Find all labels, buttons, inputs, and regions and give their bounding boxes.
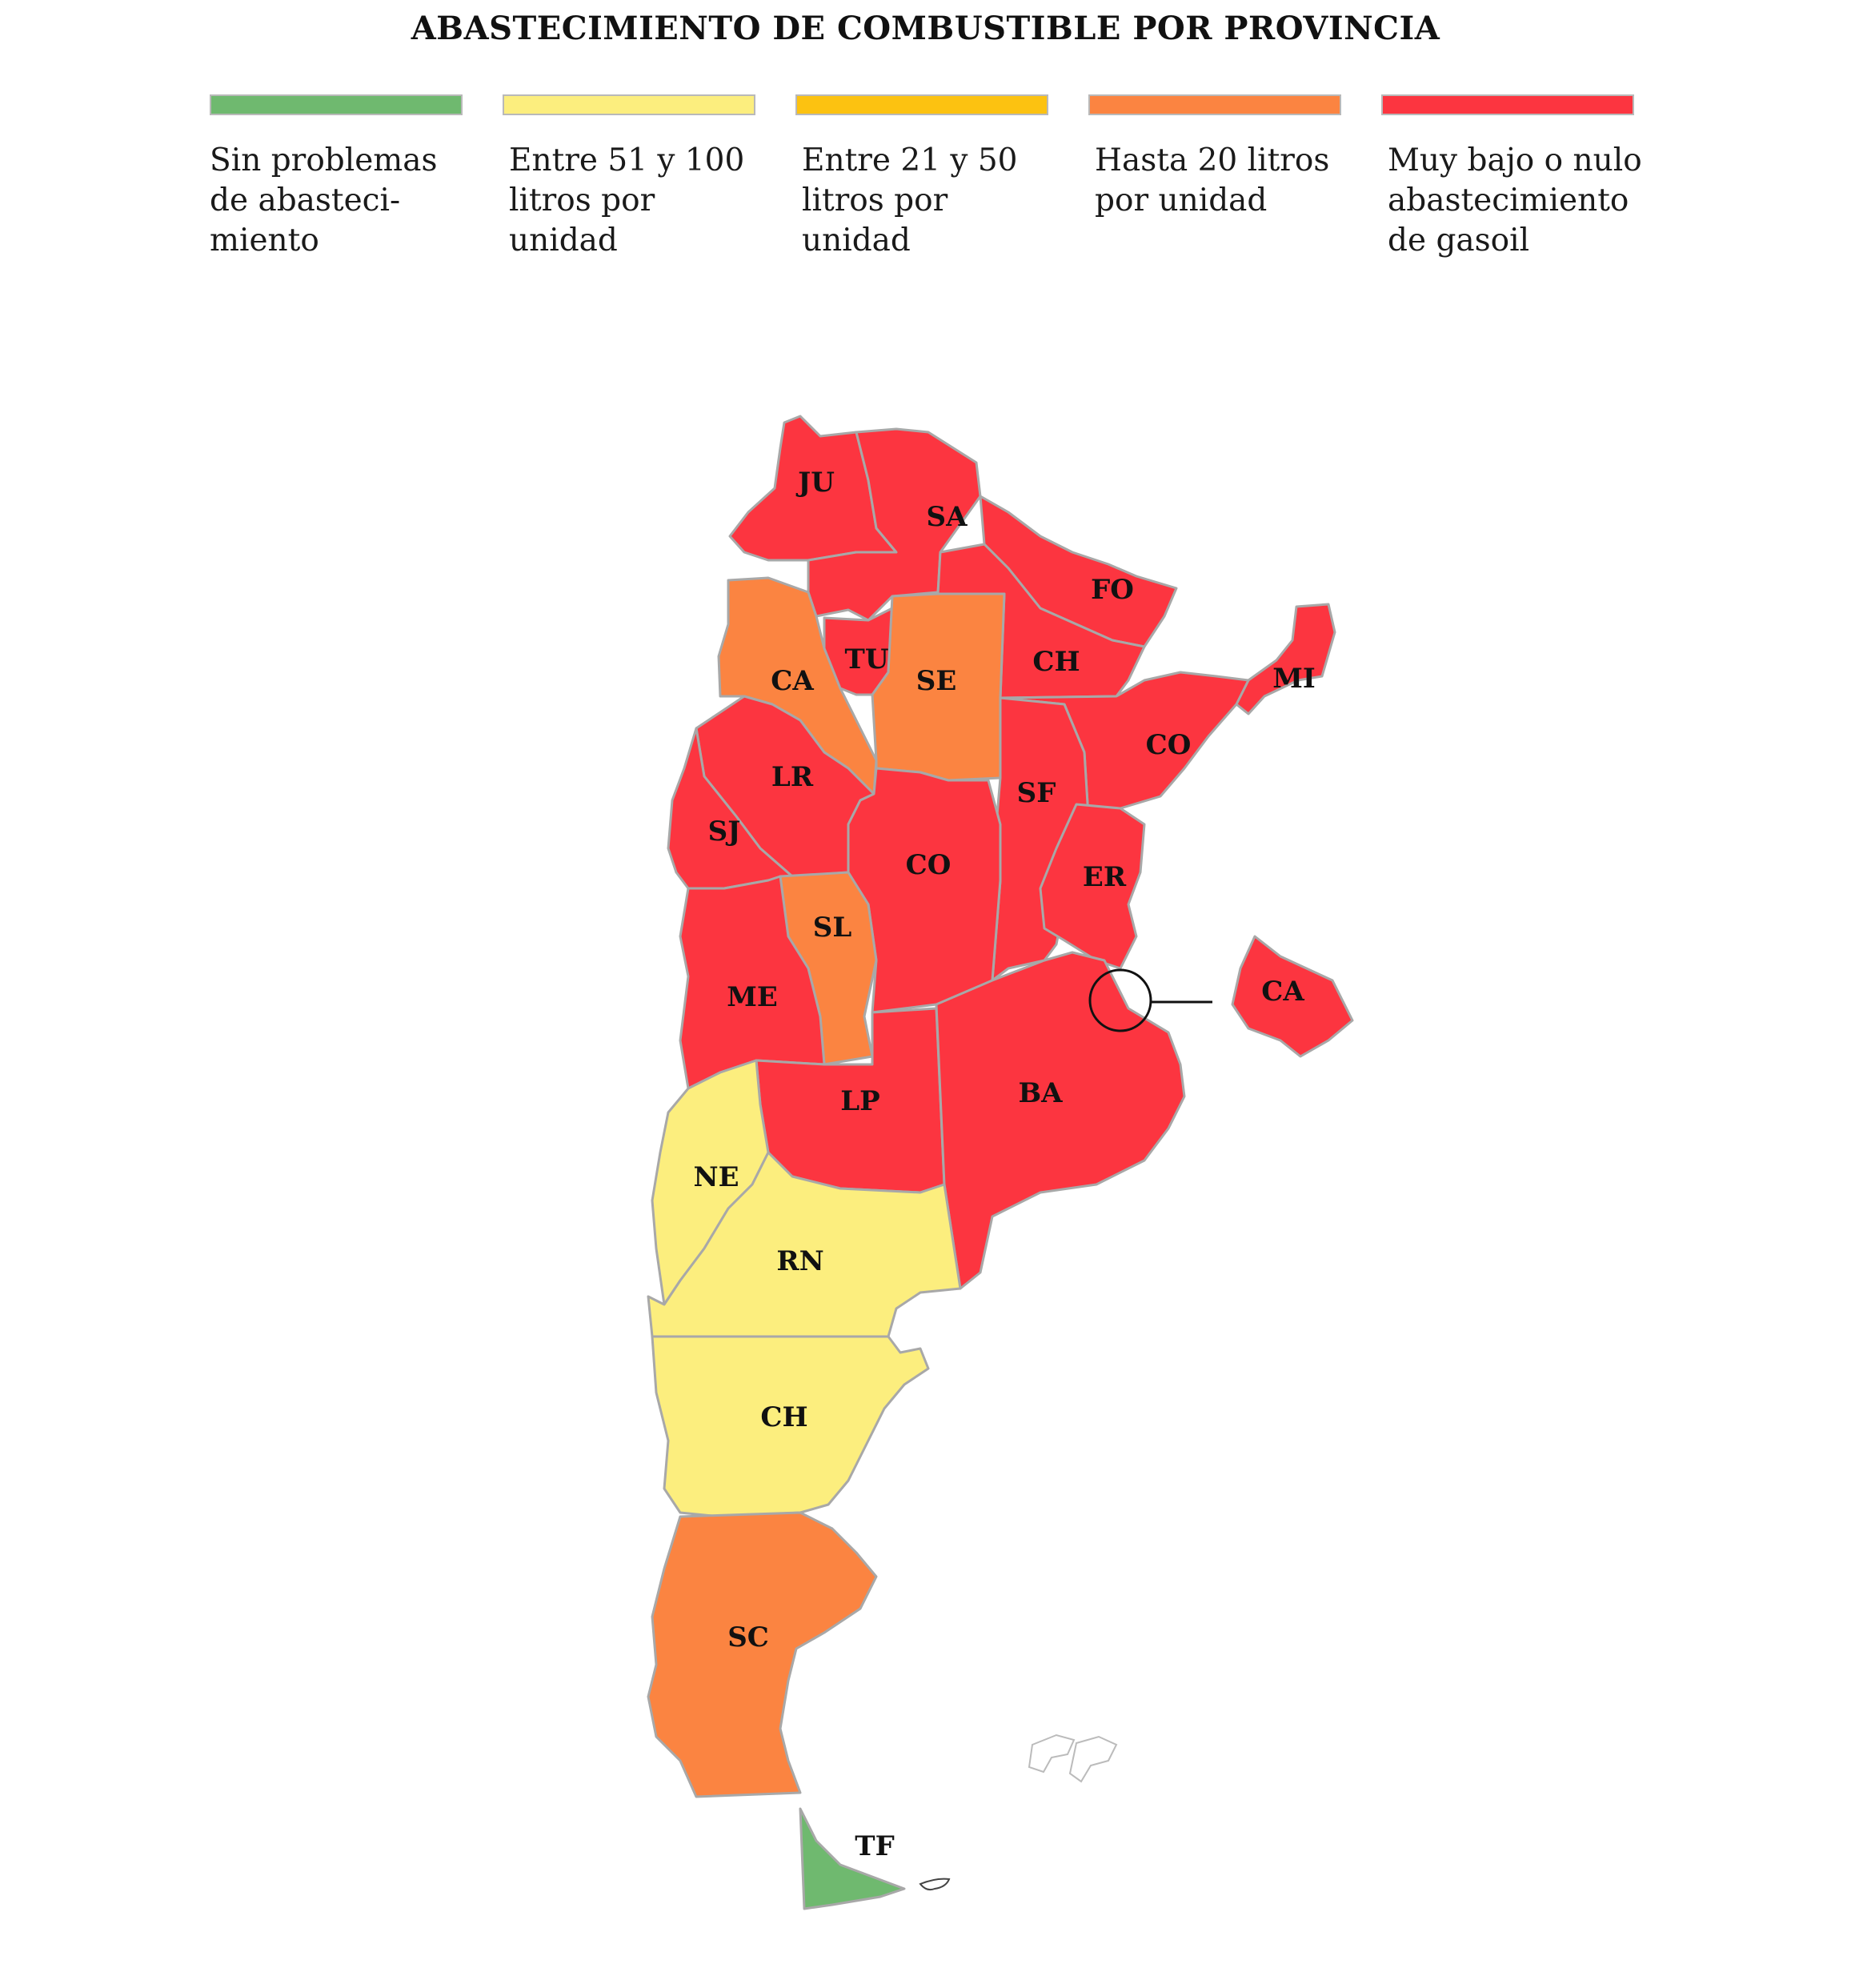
province-label: SE [916, 665, 956, 697]
province-label: ME [727, 981, 778, 1013]
province-label: ER [1083, 861, 1127, 893]
legend-label-line: Entre 51 y 100 [509, 142, 745, 178]
province-label: SF [1017, 777, 1056, 809]
province-label: SJ [708, 816, 741, 848]
province-label: SA [927, 501, 968, 533]
legend-label-line: litros por [802, 182, 948, 218]
province-label: BA [1018, 1077, 1063, 1109]
legend-label: Muy bajo o nulo abastecimiento de gasoil [1388, 141, 1652, 261]
legend-label-line: litros por [509, 182, 655, 218]
legend-label: Entre 51 y 100 litros por unidad [509, 141, 773, 261]
province-er [1039, 803, 1146, 970]
province-label: CH [1032, 646, 1080, 678]
legend-label-line: miento [210, 222, 319, 259]
province-label: RN [776, 1245, 823, 1277]
legend-label-line: Entre 21 y 50 [802, 142, 1018, 178]
legend-swatch [210, 94, 463, 115]
province-label: LP [840, 1085, 879, 1117]
legend-label-line: unidad [509, 222, 618, 259]
legend-label-line: abastecimiento [1388, 182, 1629, 218]
province-label: SC [727, 1621, 769, 1653]
legend-swatch [503, 94, 755, 115]
province-label: FO [1091, 574, 1134, 606]
province-label: CA [1261, 976, 1304, 1008]
province-ch [651, 1335, 930, 1518]
island-icon [919, 1878, 951, 1891]
caba-callout-circle [1088, 968, 1152, 1032]
province-label: TU [845, 643, 889, 675]
legend-label-line: unidad [802, 222, 911, 259]
legend-swatch [795, 94, 1048, 115]
province-ba [935, 951, 1186, 1290]
legend-label-line: Muy bajo o nulo [1388, 142, 1642, 178]
province-label: MI [1272, 663, 1316, 695]
province-label: NE [694, 1161, 739, 1193]
province-co [847, 767, 1002, 1014]
province-tf [799, 1807, 906, 1910]
legend-swatch [1088, 94, 1341, 115]
legend-label-line: Sin problemas [210, 142, 438, 178]
province-label: CO [1146, 729, 1192, 761]
islands-icon [1028, 1733, 1118, 1783]
legend-label: Hasta 20 litros por unidad [1095, 141, 1359, 221]
province-label: CA [771, 665, 814, 697]
province-sa [807, 427, 982, 622]
province-label: JU [795, 467, 835, 499]
province-label: CH [760, 1401, 807, 1433]
province-label: TF [855, 1830, 894, 1862]
province-label: SL [813, 912, 852, 944]
legend-swatch [1381, 94, 1634, 115]
legend-label-line: de abasteci- [210, 182, 401, 218]
legend-label: Sin problemas de abasteci-miento [210, 141, 474, 261]
province-label: LR [771, 761, 814, 793]
legend-label-line: Hasta 20 litros [1095, 142, 1330, 178]
province-sc [647, 1511, 878, 1798]
province-mi [1235, 603, 1336, 715]
map-title: ABASTECIMIENTO DE COMBUSTIBLE POR PROVIN… [411, 10, 1440, 47]
legend-label: Entre 21 y 50 litros por unidad [802, 141, 1066, 261]
province-label: CO [906, 849, 952, 881]
legend-label-line: de gasoil [1388, 222, 1530, 259]
province-ca [1231, 935, 1354, 1058]
legend-label-line: por unidad [1095, 182, 1268, 218]
